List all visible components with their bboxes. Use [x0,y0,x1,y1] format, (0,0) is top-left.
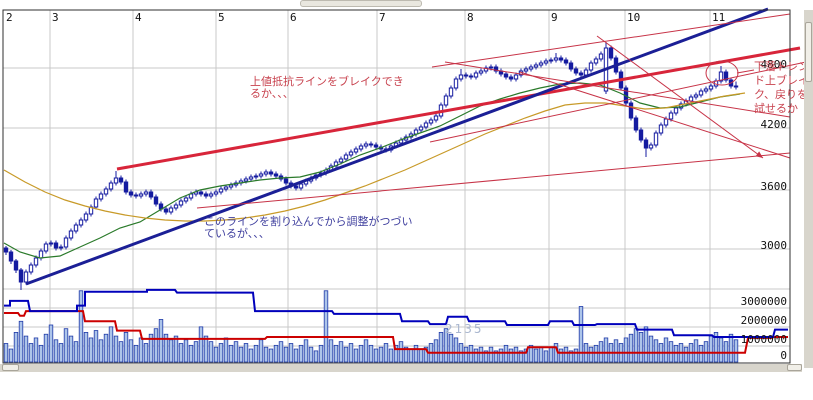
price-tick-label: 4200 [760,118,788,131]
price-tick-label: 3600 [760,180,788,193]
annotation-resistance-line1: 上値抵抗ラインをブレイクでき [250,75,404,88]
annotation-adjustment-line2: ているが、、、 [204,227,270,240]
annotation-breakout-line4: 試せるか [754,102,798,115]
month-label: 4 [135,11,142,24]
volume-tick-label: 3000000 [740,295,787,308]
month-label: 6 [290,11,297,24]
month-label: 11 [712,11,726,24]
month-label: 5 [218,11,225,24]
month-label: 7 [379,11,386,24]
bottom-scrollbar-end-box[interactable] [787,364,802,371]
annotation-adjustment-line1: このラインを割り込んでから調整がつづい [204,215,413,228]
price-tick-label: 3000 [760,239,788,252]
month-label: 9 [551,11,558,24]
month-label: 8 [467,11,474,24]
volume-tick-label: 2000000 [740,314,787,327]
volume-tick-label: 1000000 [740,333,787,346]
month-label: 10 [627,11,641,24]
bottom-scrollbar-track[interactable] [0,364,802,372]
annotation-breakout-line3: ク、戻りを [754,88,809,101]
month-label: 2 [6,11,13,24]
annotation-adjustment: このラインを割り込んでから調整がつづい ているが、、、 [204,216,412,240]
bottom-scrollbar-thumb[interactable] [2,364,19,371]
watermark-code: 2135 [445,322,484,336]
annotation-breakout: 下落トレン ド上ブレイ ク、戻りを 試せるか [754,60,809,116]
price-tick-label: 4800 [760,58,788,71]
annotation-resistance-line2: るか、、、 [250,87,294,100]
annotation-breakout-line1: 下落トレン [754,60,809,73]
annotation-resistance: 上値抵抗ラインをブレイクでき るか、、、 [250,76,404,100]
month-label: 3 [52,11,59,24]
volume-tick-label: 0 [780,349,787,362]
right-scrollbar-track[interactable] [804,10,813,368]
annotation-breakout-line2: ド上ブレイ [754,74,809,87]
top-scrollbar-thumb[interactable] [300,0,422,7]
right-scrollbar-thumb[interactable] [805,22,812,82]
